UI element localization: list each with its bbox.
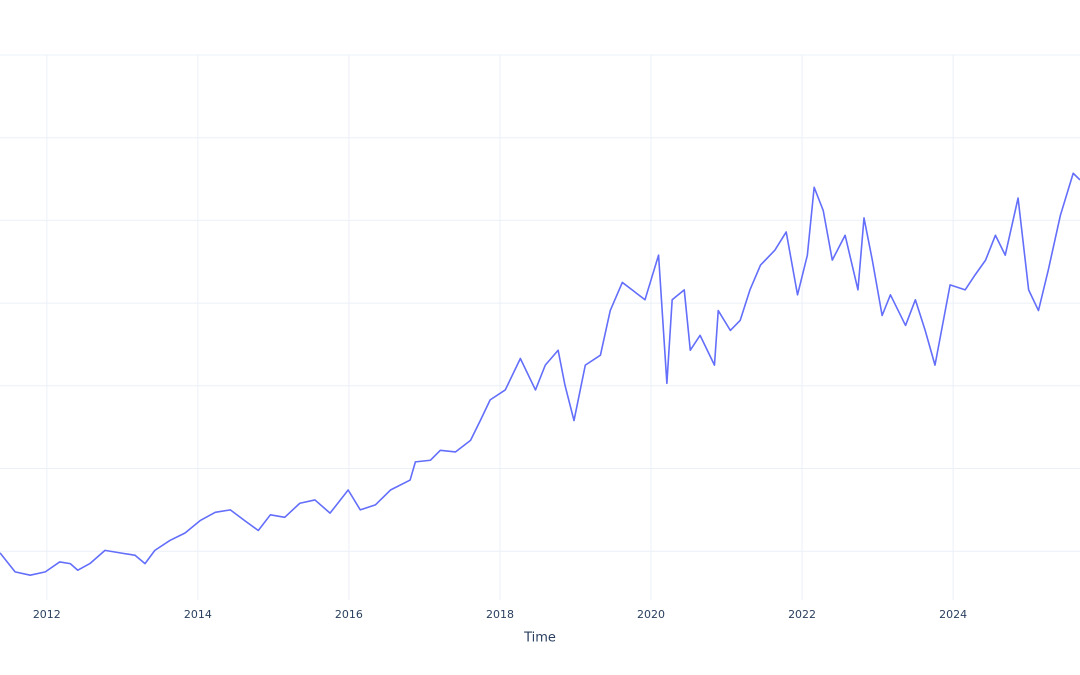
x-tick-label: 2016	[335, 608, 363, 621]
x-tick-label: 2012	[33, 608, 61, 621]
x-tick-label: 2022	[788, 608, 816, 621]
x-tick-label: 2018	[486, 608, 514, 621]
x-tick-label: 2020	[637, 608, 665, 621]
x-tick-label: 2014	[184, 608, 212, 621]
line	[0, 172, 1080, 576]
x-axis-title: Time	[523, 631, 556, 646]
x-tick-label: 2024	[939, 608, 967, 621]
